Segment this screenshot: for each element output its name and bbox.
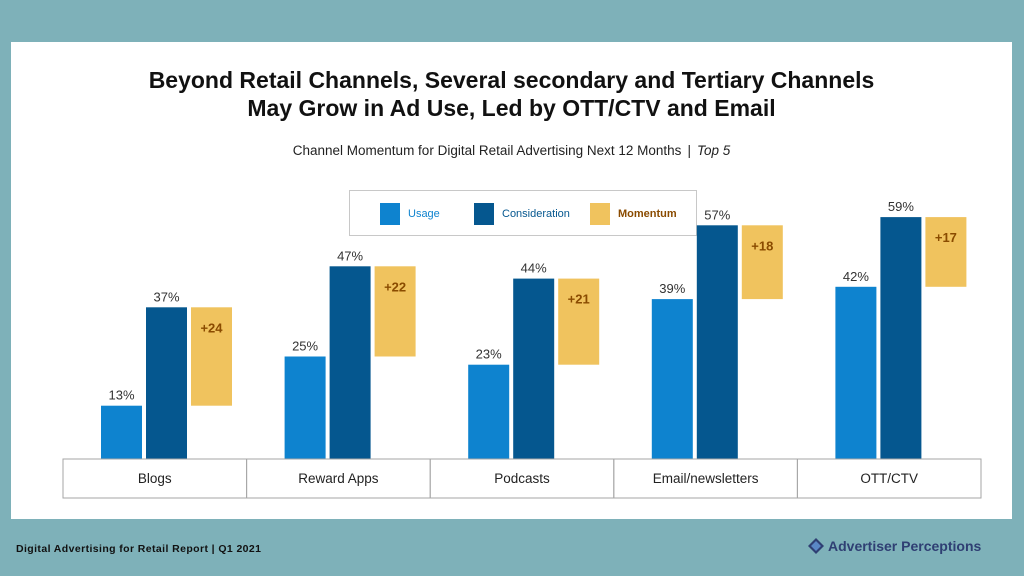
bar-usage-ott-ctv xyxy=(835,286,877,459)
data-label-momentum-blogs: +24 xyxy=(200,320,223,335)
chart-subtitle-tag: Top 5 xyxy=(696,143,731,158)
legend-item-consideration: Consideration xyxy=(474,203,570,225)
chart-title-line1: Beyond Retail Channels, Several secondar… xyxy=(148,67,875,93)
bar-momentum-ott-ctv xyxy=(925,217,967,287)
bar-momentum-email-newsletters xyxy=(741,225,783,300)
bar-usage-podcasts xyxy=(468,364,510,459)
legend-label-usage: Usage xyxy=(408,208,440,220)
bar-consideration-reward-apps xyxy=(329,266,371,459)
bar-consideration-email-newsletters xyxy=(696,225,738,459)
legend-swatch-usage xyxy=(380,203,400,225)
chart-subtitle-text: Channel Momentum for Digital Retail Adve… xyxy=(292,143,682,158)
legend-item-momentum: Momentum xyxy=(590,203,677,225)
chart-legend: Usage Consideration Momentum xyxy=(349,190,697,236)
bar-momentum-podcasts xyxy=(558,278,600,365)
footer-brand-name: Advertiser Perceptions xyxy=(828,538,982,554)
legend-swatch-momentum xyxy=(590,203,610,225)
category-label-blogs: Blogs xyxy=(138,471,172,486)
category-cell-ott-ctv xyxy=(796,458,982,499)
data-label-usage-ott-ctv: 42% xyxy=(843,269,869,284)
data-label-usage-blogs: 13% xyxy=(108,388,134,403)
bar-momentum-blogs xyxy=(191,307,232,406)
data-label-consideration-email-newsletters: 57% xyxy=(704,207,730,222)
category-label-email-newsletters: Email/newsletters xyxy=(653,471,759,486)
data-label-momentum-podcasts: +21 xyxy=(568,292,590,307)
data-label-usage-podcasts: 23% xyxy=(476,347,502,362)
legend-swatch-consideration xyxy=(474,203,494,225)
chart-title-line2: May Grow in Ad Use, Led by OTT/CTV and E… xyxy=(247,95,776,121)
brand-logo-icon xyxy=(808,538,824,554)
data-label-usage-email-newsletters: 39% xyxy=(659,281,685,296)
legend-item-usage: Usage xyxy=(380,203,440,225)
data-label-momentum-email-newsletters: +18 xyxy=(751,238,773,253)
chart-title: Beyond Retail Channels, Several secondar… xyxy=(11,66,1012,122)
bar-usage-blogs xyxy=(101,405,142,459)
bar-usage-reward-apps xyxy=(284,356,326,459)
data-label-momentum-reward-apps: +22 xyxy=(384,279,406,294)
category-label-ott-ctv: OTT/CTV xyxy=(860,471,918,486)
bar-chart: 13% 37% +24 Blogs 25% 47% +22 Reward Apps 23% 44%… xyxy=(62,199,982,499)
slide: Beyond Retail Channels, Several secondar… xyxy=(11,42,1012,519)
data-label-consideration-blogs: 37% xyxy=(153,289,179,304)
bar-momentum-reward-apps xyxy=(374,266,416,357)
data-label-momentum-ott-ctv: +17 xyxy=(935,230,957,245)
bar-usage-email-newsletters xyxy=(651,299,693,459)
data-label-usage-reward-apps: 25% xyxy=(292,339,318,354)
data-label-consideration-reward-apps: 47% xyxy=(337,248,363,263)
bar-consideration-ott-ctv xyxy=(880,217,922,459)
category-label-podcasts: Podcasts xyxy=(494,471,550,486)
legend-label-consideration: Consideration xyxy=(502,208,570,220)
bar-consideration-podcasts xyxy=(513,278,555,459)
chart-subtitle: Channel Momentum for Digital Retail Adve… xyxy=(292,143,731,158)
legend-label-momentum: Momentum xyxy=(618,208,677,220)
bar-consideration-blogs xyxy=(146,307,187,459)
data-label-consideration-podcasts: 44% xyxy=(521,261,547,276)
footer-report-label: Digital Advertising for Retail Report | … xyxy=(16,543,262,555)
footer-brand: Advertiser Perceptions xyxy=(808,538,981,554)
category-label-reward-apps: Reward Apps xyxy=(298,471,379,486)
data-label-consideration-ott-ctv: 59% xyxy=(888,199,914,214)
